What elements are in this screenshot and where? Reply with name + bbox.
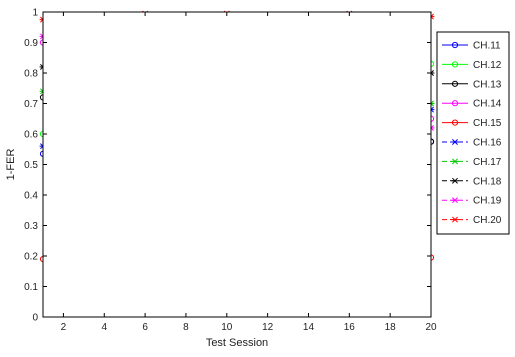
legend-item-ch-12: CH.12 bbox=[442, 60, 502, 71]
legend-item-ch-19: CH.19 bbox=[442, 196, 502, 207]
x-tick-label: 8 bbox=[183, 322, 189, 333]
legend-label: CH.12 bbox=[473, 60, 502, 71]
legend-label: CH.19 bbox=[473, 196, 502, 207]
legend-item-ch-16: CH.16 bbox=[442, 138, 502, 149]
legend-label: CH.18 bbox=[473, 176, 502, 187]
legend-label: CH.15 bbox=[473, 118, 502, 129]
legend-item-ch-18: CH.18 bbox=[442, 176, 502, 187]
x-tick-label: 20 bbox=[425, 322, 437, 333]
legend-swatch-marker bbox=[451, 139, 459, 145]
legend-swatch-marker bbox=[451, 216, 459, 223]
legend-label: CH.11 bbox=[473, 41, 501, 52]
legend-label: CH.14 bbox=[473, 99, 502, 110]
legend-swatch-marker bbox=[451, 61, 459, 68]
x-tick-label: 2 bbox=[61, 322, 67, 333]
y-axis-title: 1-FER bbox=[5, 149, 17, 181]
y-tick-label: 0.7 bbox=[24, 99, 38, 110]
legend-swatch-marker bbox=[451, 197, 459, 204]
x-tick-label: 14 bbox=[303, 322, 315, 333]
legend-swatch-marker bbox=[451, 177, 459, 184]
legend-label: CH.13 bbox=[473, 79, 502, 90]
plot-frame bbox=[42, 11, 432, 318]
y-tick-label: 0.5 bbox=[24, 160, 38, 171]
legend-swatch-marker bbox=[451, 158, 459, 165]
legend-item-ch-15: CH.15 bbox=[442, 118, 502, 129]
legend-label: CH.20 bbox=[473, 215, 502, 226]
y-tick-label: 0.8 bbox=[24, 69, 38, 80]
legend: CH.11 CH.12 CH.13 CH.14 CH.15 CH.16 CH.17 CH.18… bbox=[436, 31, 510, 235]
y-tick-label: 0.9 bbox=[24, 38, 38, 49]
y-tick-label: 1 bbox=[32, 8, 38, 19]
legend-label: CH.17 bbox=[473, 157, 502, 168]
x-tick-label: 6 bbox=[142, 322, 148, 333]
legend-item-ch-20: CH.20 bbox=[442, 215, 502, 226]
x-tick-label: 18 bbox=[385, 322, 397, 333]
x-tick-label: 10 bbox=[221, 322, 233, 333]
y-tick-label: 0 bbox=[32, 313, 38, 324]
legend-swatch-marker bbox=[451, 80, 459, 87]
y-tick-label: 0.6 bbox=[24, 130, 38, 141]
x-axis-title: Test Session bbox=[206, 337, 268, 349]
legend-swatch-marker bbox=[451, 100, 459, 107]
legend-item-ch-14: CH.14 bbox=[442, 99, 502, 110]
legend-item-ch-11: CH.11 bbox=[442, 41, 501, 52]
legend-box bbox=[436, 31, 510, 235]
x-tick-label: 16 bbox=[344, 322, 356, 333]
y-tick-label: 0.1 bbox=[24, 282, 38, 293]
legend-swatch-marker bbox=[451, 41, 459, 49]
y-tick-label: 0.3 bbox=[24, 221, 38, 232]
legend-swatch-marker bbox=[451, 119, 459, 126]
x-tick-label: 4 bbox=[101, 322, 107, 333]
axes: 00.10.20.30.40.50.60.70.80.912 4 6 8 10 12 14 1… bbox=[24, 8, 437, 334]
legend-item-ch-17: CH.17 bbox=[442, 157, 502, 168]
legend-label: CH.16 bbox=[473, 138, 502, 149]
y-tick-label: 0.2 bbox=[24, 252, 38, 263]
x-tick-label: 12 bbox=[262, 322, 274, 333]
y-tick-label: 0.4 bbox=[24, 191, 38, 202]
legend-item-ch-13: CH.13 bbox=[442, 79, 502, 90]
